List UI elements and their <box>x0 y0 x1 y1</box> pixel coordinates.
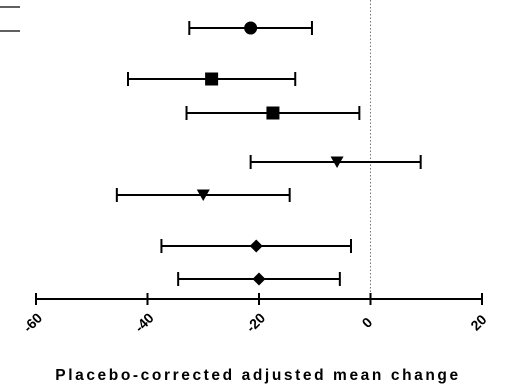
x-tick-label: -40 <box>131 310 157 336</box>
estimate-row <box>160 239 352 253</box>
x-tick-label: 20 <box>467 311 489 333</box>
legend-fragment <box>0 6 20 32</box>
estimate-row <box>126 72 297 86</box>
point-estimate-diamond <box>252 272 266 286</box>
x-tick-label: -20 <box>243 310 269 336</box>
estimate-row <box>188 21 313 35</box>
estimate-row <box>249 155 422 169</box>
x-tick-label: -60 <box>20 310 46 336</box>
point-estimate-triangle <box>330 156 344 168</box>
x-axis: -60 -40 -20 0 20 <box>20 293 490 335</box>
estimate-row <box>185 106 361 120</box>
point-estimate-diamond <box>249 239 263 253</box>
x-axis-title: Placebo-corrected adjusted mean change <box>55 367 460 384</box>
estimate-row <box>115 188 291 202</box>
point-estimate-square <box>205 72 219 86</box>
point-estimate-square <box>266 106 280 120</box>
estimate-row <box>177 272 341 286</box>
x-tick-label: 0 <box>359 314 376 331</box>
estimate-rows <box>115 21 422 286</box>
point-estimate-triangle <box>196 189 210 201</box>
point-estimate-circle <box>244 21 258 35</box>
